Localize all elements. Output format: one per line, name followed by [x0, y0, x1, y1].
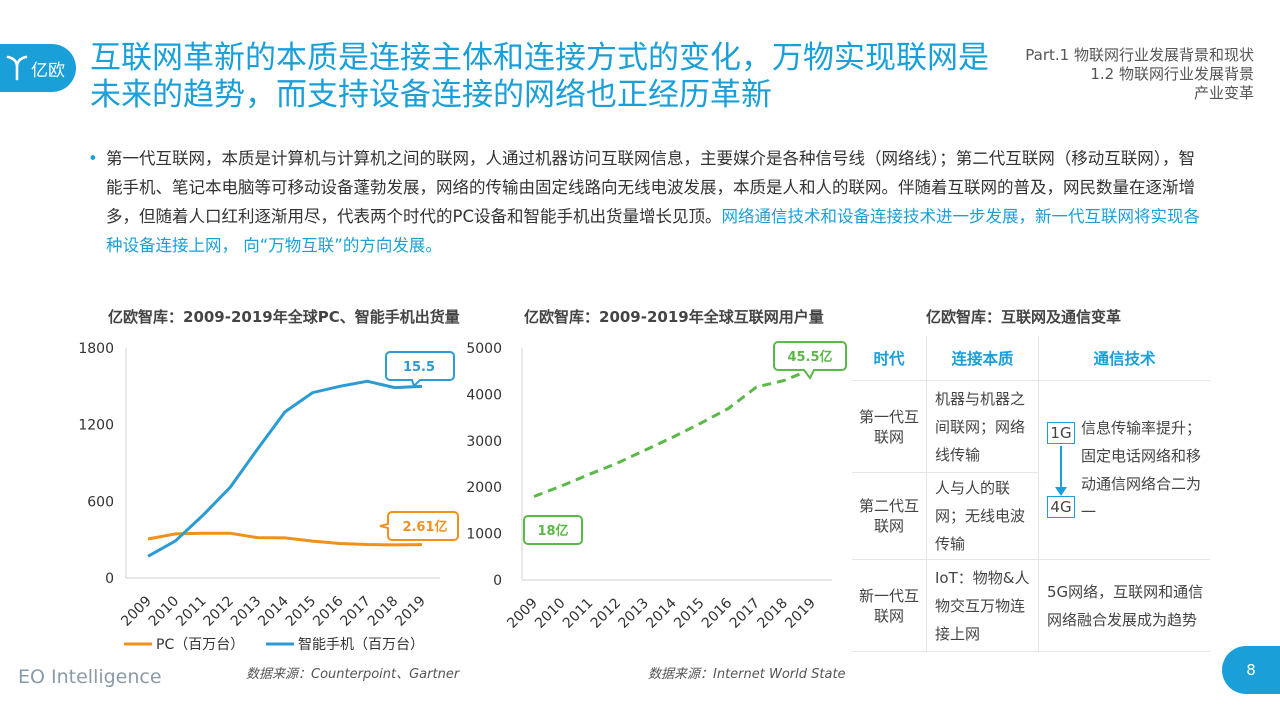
smartphone-series-line	[147, 379, 423, 558]
section-subpart: 1.2 物联网行业发展背景	[1090, 65, 1254, 83]
legend-smartphone-label: 智能手机（百万台）	[298, 637, 424, 653]
x-tick-label: 2010	[532, 595, 569, 632]
bullet-icon: •	[88, 149, 98, 168]
x-tick-label: 2018	[755, 595, 792, 632]
x-tick-label: 2012	[588, 595, 625, 632]
down-arrow-icon	[1055, 446, 1067, 496]
essence-cell: 人与人的联网；无线电波传输	[926, 472, 1039, 560]
y-tick-label: 5000	[466, 341, 502, 357]
y-tick-label: 3000	[466, 434, 502, 450]
x-tick-label: 2012	[201, 593, 238, 630]
era-cell: 第一代互联网	[852, 380, 927, 473]
x-tick-label: 2010	[146, 593, 183, 630]
footer-brand: EO Intelligence	[18, 666, 162, 688]
intro-highlight: 网络通信技术和设备连接技术进一步发展，新一代互联网将实现各种设备连接上网， 向“…	[106, 207, 1200, 255]
section-topic: 产业变革	[1193, 84, 1254, 102]
tech-text: 信息传输率提升；固定电话网络和移动通信网络合二为一	[1081, 419, 1202, 521]
y-tick-label: 1800	[78, 341, 114, 357]
internet-evolution-table: 时代 连接本质 通信技术 第一代互联网 机器与机器之间联网；网络线传输 1G 4…	[852, 336, 1210, 652]
chart2-source: 数据来源：Internet World State	[648, 667, 846, 682]
intro-text: 第一代互联网，本质是计算机与计算机之间的联网，人通过机器访问互联网信息，主要媒介…	[106, 149, 1195, 226]
logo-text: 亿欧	[31, 60, 65, 81]
x-tick-label: 2019	[782, 595, 819, 632]
gen-to-label: 4G	[1047, 496, 1075, 518]
smartphone-callout: 15.5	[385, 351, 455, 388]
x-tick-label: 2018	[365, 593, 402, 630]
header-essence: 连接本质	[926, 336, 1039, 381]
x-tick-label: 2014	[643, 595, 680, 632]
chart1-title: 亿欧智库：2009-2019年全球PC、智能手机出货量	[108, 308, 460, 326]
y-tick-label: 0	[105, 571, 114, 587]
section-breadcrumb: Part.1 物联网行业发展背景和现状 1.2 物联网行业发展背景 产业变革	[1025, 46, 1254, 103]
generation-indicator: 1G 4G	[1047, 422, 1075, 518]
x-tick-label: 2009	[504, 595, 541, 632]
y-tick-label: 4000	[466, 387, 502, 403]
y-tick-label: 1000	[466, 527, 502, 543]
users-end-callout: 45.5亿	[773, 341, 847, 380]
header-era: 时代	[852, 336, 927, 381]
chart1-legend: PC（百万台） 智能手机（百万台）	[124, 637, 424, 653]
x-tick-label: 2011	[173, 593, 210, 630]
y-tick-label: 2000	[466, 480, 502, 496]
page-number: 8	[1222, 646, 1280, 694]
table-row: 第二代互联网 人与人的联网；无线电波传输	[852, 472, 1210, 560]
era-cell: 新一代互联网	[852, 559, 927, 652]
table-header-row: 时代 连接本质 通信技术	[852, 336, 1210, 381]
pc-callout: 2.61亿	[379, 511, 459, 541]
gen-from-label: 1G	[1047, 422, 1075, 444]
smartphone-callout-label: 15.5	[403, 360, 435, 375]
logo-y-icon	[6, 55, 28, 81]
tech-cell: 5G网络，互联网和通信网络融合发展成为趋势	[1038, 559, 1210, 652]
pc-callout-label: 2.61亿	[402, 519, 447, 535]
essence-cell: 机器与机器之间联网；网络线传输	[926, 380, 1039, 473]
legend-pc-label: PC（百万台）	[156, 637, 244, 653]
section-part: Part.1 物联网行业发展背景和现状	[1025, 46, 1254, 64]
page-title: 互联网革新的本质是连接主体和连接方式的变化，万物实现联网是未来的趋势，而支持设备…	[90, 40, 989, 113]
x-tick-label: 2016	[699, 595, 736, 632]
table-title: 亿欧智库：互联网及通信变革	[926, 308, 1122, 326]
table-row: 新一代互联网 IoT：物物&人物交互万物连接上网 5G网络，互联网和通信网络融合…	[852, 559, 1210, 652]
x-tick-label: 2017	[338, 593, 375, 630]
x-tick-label: 2013	[616, 595, 653, 632]
essence-cell: IoT：物物&人物交互万物连接上网	[926, 559, 1039, 652]
y-tick-label: 1200	[78, 418, 114, 434]
chart2-title: 亿欧智库：2009-2019年全球互联网用户量	[524, 308, 824, 326]
era-cell: 第二代互联网	[852, 472, 927, 560]
users-start-callout: 18亿	[523, 515, 583, 545]
y-tick-label: 0	[493, 573, 502, 589]
x-tick-label: 2014	[255, 593, 292, 630]
x-tick-label: 2015	[671, 595, 708, 632]
x-tick-label: 2017	[727, 595, 764, 632]
users-series-line	[533, 367, 813, 498]
users-end-callout-label: 45.5亿	[787, 349, 832, 365]
x-tick-label: 2013	[228, 593, 265, 630]
x-tick-label: 2016	[310, 593, 347, 630]
table-row: 第一代互联网 机器与机器之间联网；网络线传输 1G 4G 信息传输率提升；固定电…	[852, 380, 1210, 560]
x-tick-label: 2009	[118, 593, 155, 630]
x-tick-label: 2011	[560, 595, 597, 632]
chart1-source: 数据来源：Counterpoint、Gartner	[246, 667, 460, 682]
intro-paragraph: • 第一代互联网，本质是计算机与计算机之间的联网，人通过机器访问互联网信息，主要…	[88, 144, 1208, 260]
pc-series-line	[147, 531, 423, 547]
x-tick-label: 2015	[283, 593, 320, 630]
users-start-callout-label: 18亿	[537, 523, 568, 539]
header-tech: 通信技术	[1038, 336, 1210, 381]
y-tick-label: 600	[87, 494, 114, 510]
tech-cell: 1G 4G 信息传输率提升；固定电话网络和移动通信网络合二为一	[1038, 380, 1210, 560]
x-tick-label: 2019	[392, 593, 429, 630]
eo-logo: 亿欧	[0, 44, 76, 92]
